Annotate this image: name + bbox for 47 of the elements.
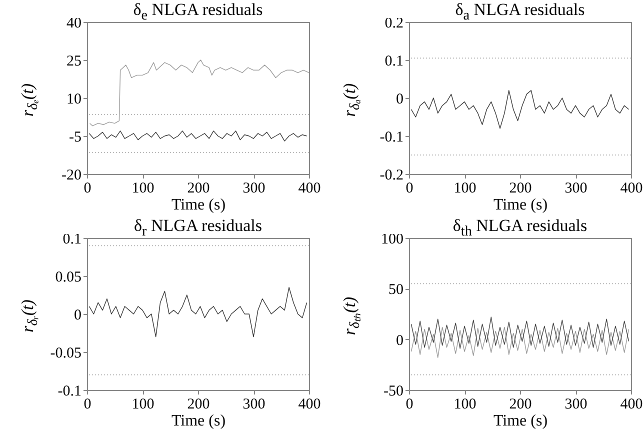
y-tick-label: -0.2 <box>380 168 404 184</box>
x-tick-label: 400 <box>298 180 321 196</box>
x-tick-label: 100 <box>454 396 476 412</box>
line-series <box>410 326 630 358</box>
y-tick-label: -0.05 <box>50 346 82 362</box>
x-axis-title: Time (s) <box>493 412 548 430</box>
chart-title: δ$_{r}$ NLGA residuals <box>133 216 263 240</box>
x-tick-label: 400 <box>620 396 643 412</box>
x-tick-label: 100 <box>454 180 476 196</box>
x-tick-label: 200 <box>187 396 210 412</box>
chart-title: δ$_{th}$ NLGA residuals <box>452 216 588 240</box>
x-axis-title: Time (s) <box>171 196 226 214</box>
y-tick-label: -0.1 <box>58 384 82 400</box>
x-tick-label: 300 <box>242 396 266 412</box>
y-tick-label: 50 <box>388 282 404 298</box>
x-tick-label: 0 <box>84 180 92 196</box>
x-tick-label: 100 <box>132 180 154 196</box>
line-series <box>88 130 308 142</box>
y-tick-label: 0 <box>74 308 82 324</box>
line-series <box>410 90 630 129</box>
x-tick-label: 400 <box>620 180 643 196</box>
y-tick-label: -20 <box>62 168 82 184</box>
y-tick-label: 25 <box>66 54 82 70</box>
x-tick-label: 100 <box>132 396 154 412</box>
line-series <box>89 60 310 126</box>
y-tick-label: 0 <box>396 332 404 349</box>
x-axis-title: Time (s) <box>493 196 548 214</box>
y-tick-label: -50 <box>384 384 404 400</box>
y-tick-label: -0.1 <box>380 130 404 146</box>
y-tick-label: 0.05 <box>55 270 82 286</box>
x-tick-label: 0 <box>84 396 92 412</box>
x-tick-label: 200 <box>187 180 210 196</box>
x-tick-label: 300 <box>242 180 266 196</box>
x-tick-label: 400 <box>298 396 321 412</box>
x-axis-title: Time (s) <box>171 412 226 430</box>
x-tick-label: 300 <box>564 396 588 412</box>
chart-title: δ$_{a}$ NLGA residuals <box>454 0 586 24</box>
x-tick-label: 300 <box>564 180 588 196</box>
chart-title: δ$_{e}$ NLGA residuals <box>132 0 264 24</box>
x-tick-label: 200 <box>509 396 532 412</box>
y-tick-label: 0.1 <box>384 54 404 70</box>
y-tick-label: 10 <box>66 92 82 108</box>
y-tick-label: -5 <box>69 130 82 146</box>
x-tick-label: 200 <box>509 180 532 196</box>
line-series <box>88 287 308 338</box>
line-series <box>410 316 630 349</box>
y-tick-label: 0 <box>396 92 404 108</box>
